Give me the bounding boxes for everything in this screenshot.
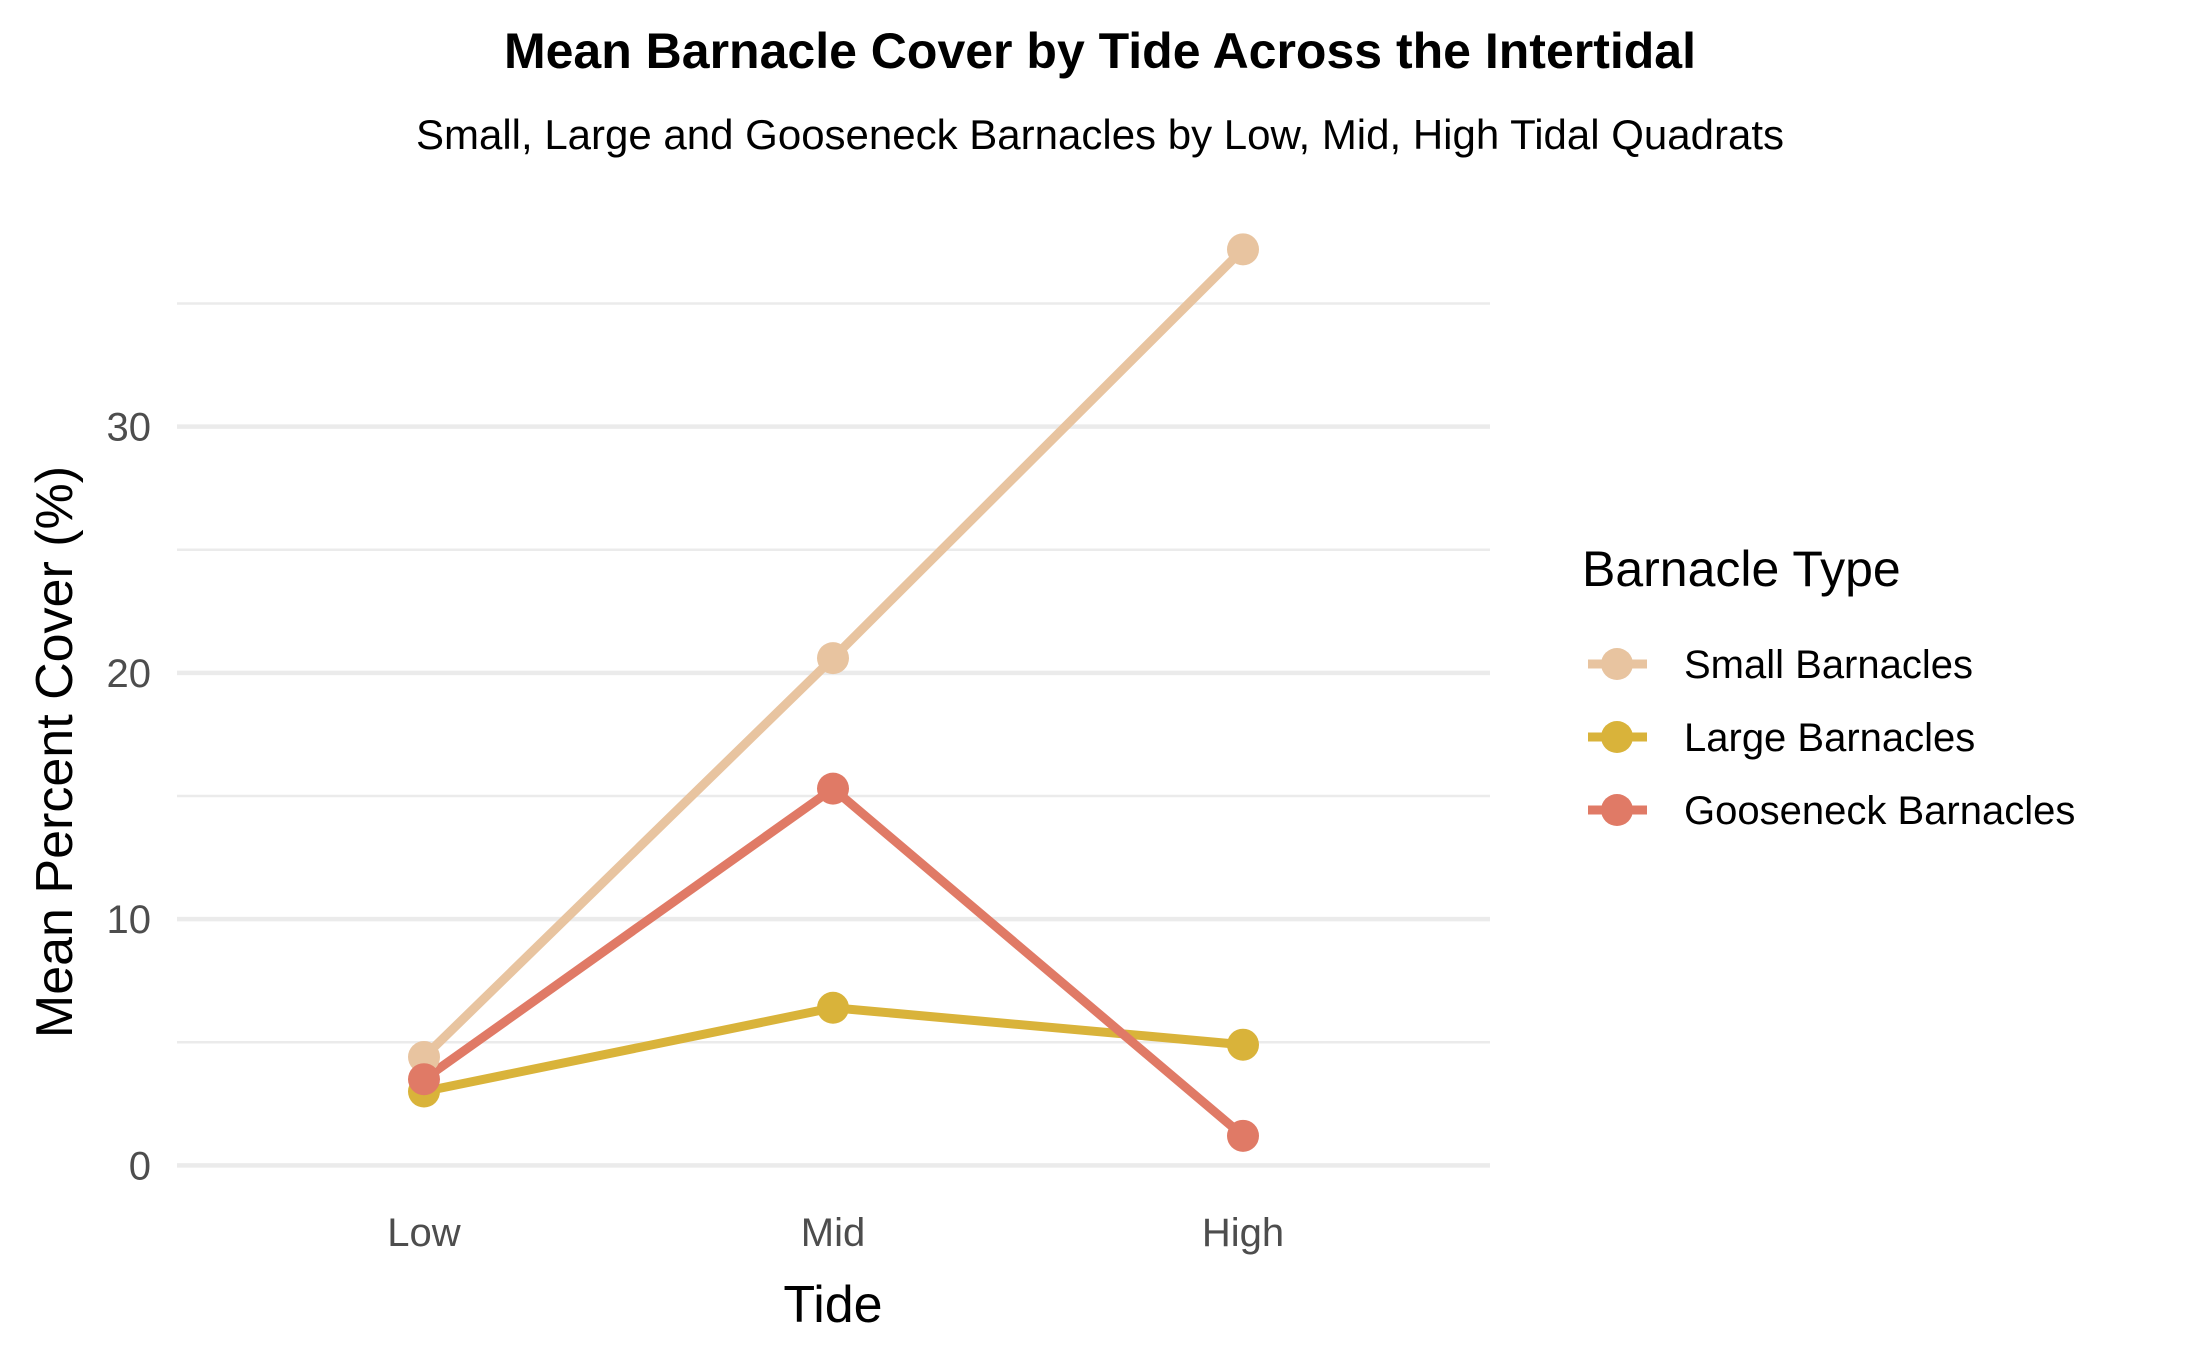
- x-tick-label: Mid: [801, 1211, 865, 1255]
- legend-item-gooseneck-barnacles: Gooseneck Barnacles: [1588, 789, 2075, 833]
- small-barnacles-point: [817, 642, 849, 675]
- legend-label: Gooseneck Barnacles: [1684, 789, 2075, 833]
- chart-subtitle: Small, Large and Gooseneck Barnacles by …: [416, 111, 1784, 158]
- gooseneck-barnacles-point: [817, 772, 849, 805]
- y-tick-label: 10: [107, 898, 152, 942]
- legend-item-small-barnacles: Small Barnacles: [1588, 643, 1973, 687]
- y-axis-ticks: 0 10 20 30: [107, 406, 152, 1189]
- y-tick-label: 30: [107, 406, 152, 450]
- x-axis-ticks: Low Mid High: [387, 1211, 1284, 1255]
- small-barnacles-point: [1227, 233, 1259, 266]
- chart-title: Mean Barnacle Cover by Tide Across the I…: [504, 23, 1696, 79]
- legend-item-large-barnacles: Large Barnacles: [1588, 716, 1975, 760]
- plot-series: [408, 233, 1259, 1152]
- legend: Barnacle Type Small Barnacles Large Barna…: [1582, 541, 2075, 833]
- small-barnacles-point: [408, 1041, 440, 1074]
- legend-label: Large Barnacles: [1684, 716, 1975, 760]
- legend-items: Small Barnacles Large Barnacles Gooseneck …: [1588, 643, 2075, 833]
- legend-label: Small Barnacles: [1684, 643, 1973, 687]
- gooseneck-barnacles-point: [408, 1063, 440, 1096]
- y-tick-label: 20: [107, 652, 152, 696]
- legend-key-point: [1601, 721, 1633, 753]
- large-barnacles-point: [817, 991, 849, 1024]
- legend-title: Barnacle Type: [1582, 541, 1901, 597]
- gooseneck-barnacles-point: [1227, 1119, 1259, 1152]
- x-tick-label: Low: [387, 1211, 460, 1255]
- legend-key-point: [1601, 794, 1633, 826]
- x-tick-label: High: [1202, 1211, 1284, 1255]
- large-barnacles-point: [1227, 1028, 1259, 1061]
- gridlines: [177, 302, 1490, 1168]
- y-tick-label: 0: [129, 1144, 151, 1188]
- y-axis-title: Mean Percent Cover (%): [26, 466, 84, 1038]
- x-axis-title: Tide: [783, 1276, 882, 1334]
- legend-key-point: [1601, 648, 1633, 680]
